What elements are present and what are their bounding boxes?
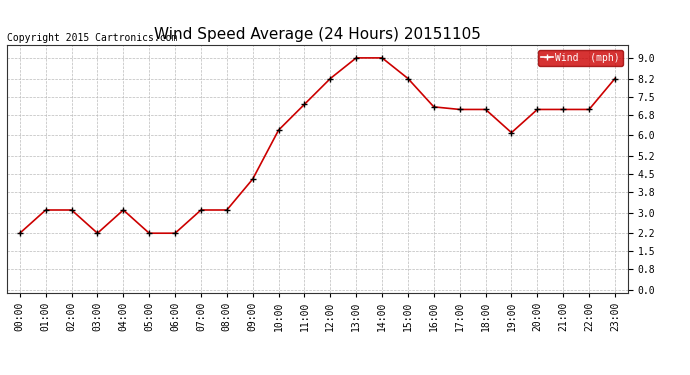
Title: Wind Speed Average (24 Hours) 20151105: Wind Speed Average (24 Hours) 20151105 — [154, 27, 481, 42]
Legend: Wind  (mph): Wind (mph) — [538, 50, 623, 66]
Text: Copyright 2015 Cartronics.com: Copyright 2015 Cartronics.com — [7, 33, 177, 42]
